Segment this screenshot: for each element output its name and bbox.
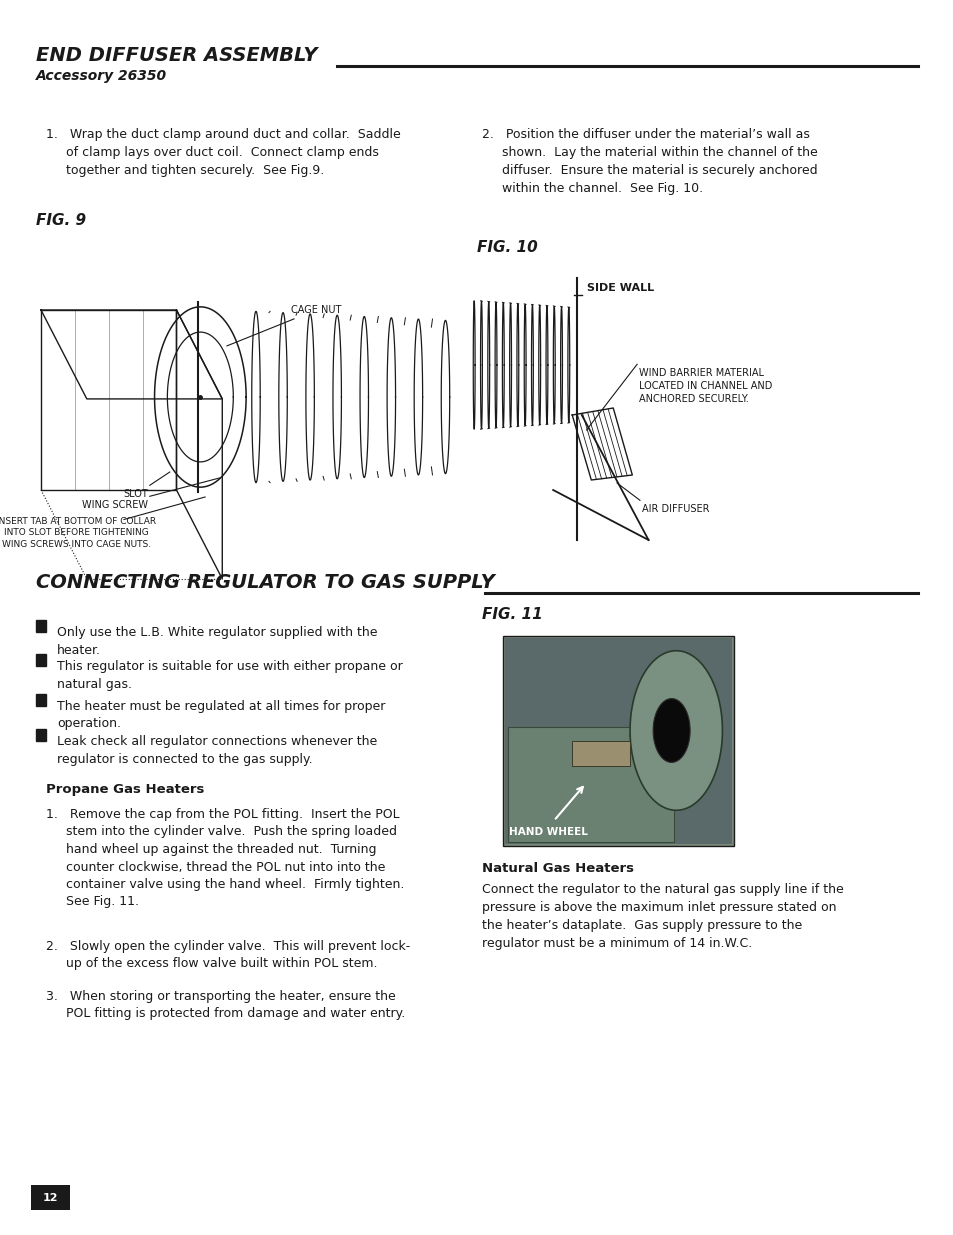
Bar	[502, 636, 733, 846]
Text: WIND BARRIER MATERIAL
LOCATED IN CHANNEL AND
ANCHORED SECURELY.: WIND BARRIER MATERIAL LOCATED IN CHANNEL…	[639, 368, 772, 404]
Text: FIG. 10: FIG. 10	[476, 240, 537, 254]
Text: 3.   When storing or transporting the heater, ensure the
     POL fitting is pro: 3. When storing or transporting the heat…	[46, 990, 405, 1020]
Text: CONNECTING REGULATOR TO GAS SUPPLY: CONNECTING REGULATOR TO GAS SUPPLY	[36, 573, 495, 592]
Bar	[36, 694, 46, 706]
Text: Accessory 26350: Accessory 26350	[36, 69, 167, 83]
Text: Natural Gas Heaters: Natural Gas Heaters	[481, 862, 633, 876]
Bar	[31, 1186, 70, 1210]
Bar	[36, 653, 46, 666]
Text: Leak check all regulator connections whenever the
regulator is connected to the : Leak check all regulator connections whe…	[57, 735, 377, 766]
Text: 1.   Remove the cap from the POL fitting.  Insert the POL
     stem into the cyl: 1. Remove the cap from the POL fitting. …	[46, 808, 404, 909]
Text: INSERT TAB AT BOTTOM OF COLLAR
INTO SLOT BEFORE TIGHTENING
WING SCREWS INTO CAGE: INSERT TAB AT BOTTOM OF COLLAR INTO SLOT…	[0, 517, 156, 548]
Text: Propane Gas Heaters: Propane Gas Heaters	[46, 783, 204, 797]
Text: HAND WHEEL: HAND WHEEL	[508, 827, 587, 837]
Text: This regulator is suitable for use with either propane or
natural gas.: This regulator is suitable for use with …	[57, 659, 402, 690]
Bar	[572, 741, 629, 766]
Text: 12: 12	[43, 1193, 58, 1203]
Text: 1.   Wrap the duct clamp around duct and collar.  Saddle
     of clamp lays over: 1. Wrap the duct clamp around duct and c…	[46, 128, 400, 177]
Polygon shape	[653, 699, 689, 762]
Text: WING SCREW: WING SCREW	[82, 500, 148, 510]
Text: SIDE WALL: SIDE WALL	[586, 283, 653, 293]
Text: AIR DIFFUSER: AIR DIFFUSER	[641, 504, 709, 514]
Text: SLOT: SLOT	[123, 489, 148, 499]
Bar	[36, 729, 46, 741]
Text: The heater must be regulated at all times for proper
operation.: The heater must be regulated at all time…	[57, 700, 385, 730]
Bar	[36, 620, 46, 632]
Text: FIG. 11: FIG. 11	[481, 606, 542, 622]
Text: Only use the L.B. White regulator supplied with the
heater.: Only use the L.B. White regulator suppli…	[57, 626, 377, 657]
Text: END DIFFUSER ASSEMBLY: END DIFFUSER ASSEMBLY	[36, 46, 317, 65]
Bar	[504, 638, 731, 844]
Text: 2.   Position the diffuser under the material’s wall as
     shown.  Lay the mat: 2. Position the diffuser under the mater…	[481, 128, 817, 195]
Polygon shape	[629, 651, 721, 810]
Text: FIG. 9: FIG. 9	[36, 212, 87, 228]
Text: 2.   Slowly open the cylinder valve.  This will prevent lock-
     up of the exc: 2. Slowly open the cylinder valve. This …	[46, 940, 410, 971]
Text: Connect the regulator to the natural gas supply line if the
pressure is above th: Connect the regulator to the natural gas…	[481, 883, 842, 950]
Text: CAGE NUT: CAGE NUT	[227, 305, 341, 346]
Bar	[507, 726, 674, 842]
